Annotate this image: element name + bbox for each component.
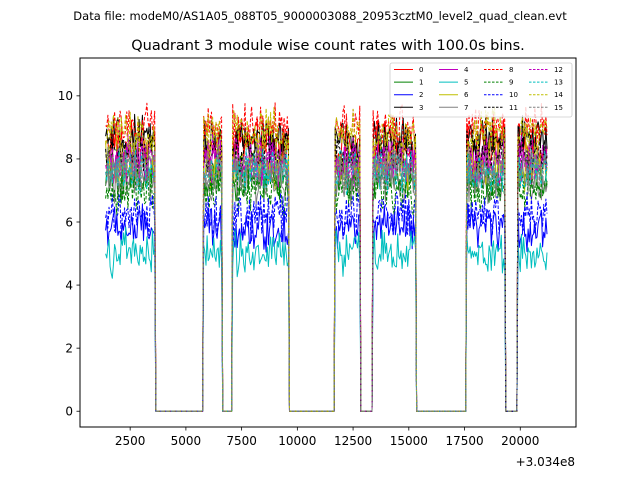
legend-box <box>389 62 573 118</box>
y-tick-label: 6 <box>65 215 73 229</box>
series-line-5 <box>105 226 548 412</box>
ticks-layer: 2500 5000 7500 10000 12500 15000 17500 20000 0 2 4… <box>58 89 540 448</box>
legend-label-13: 13 <box>554 79 563 87</box>
legend-label-12: 12 <box>554 66 563 74</box>
series-line-1 <box>105 151 548 412</box>
series-line-14 <box>105 107 548 412</box>
series-line-10 <box>105 191 548 412</box>
y-tick-label: 2 <box>65 341 73 355</box>
series-line-9 <box>105 165 548 412</box>
legend-label-0: 0 <box>419 66 423 74</box>
series-line-4 <box>105 136 548 412</box>
legend-label-9: 9 <box>509 79 513 87</box>
y-tick-label: 10 <box>58 89 73 103</box>
series-line-15 <box>105 143 548 412</box>
legend-label-10: 10 <box>509 91 518 99</box>
figure-suptitle: Data file: modeM0/AS1A05_088T05_90000030… <box>73 9 567 23</box>
series-line-13 <box>105 146 548 412</box>
legend-label-15: 15 <box>554 104 563 112</box>
legend-label-14: 14 <box>554 91 563 99</box>
x-tick-label: 15000 <box>390 434 428 448</box>
x-tick-label: 17500 <box>445 434 483 448</box>
legend-label-7: 7 <box>464 104 468 112</box>
series-line-8 <box>105 102 548 412</box>
legend-label-3: 3 <box>419 104 423 112</box>
legend-label-4: 4 <box>464 66 469 74</box>
legend-label-6: 6 <box>464 91 469 99</box>
chart-title: Quadrant 3 module wise count rates with … <box>131 38 525 54</box>
series-line-7 <box>105 154 548 412</box>
x-tick-label: 20000 <box>501 434 539 448</box>
x-tick-label: 12500 <box>334 434 372 448</box>
y-tick-label: 4 <box>65 278 73 292</box>
x-tick-label: 2500 <box>115 434 146 448</box>
legend-label-8: 8 <box>509 66 513 74</box>
x-tick-label: 5000 <box>171 434 202 448</box>
y-tick-label: 0 <box>65 405 73 419</box>
legend-label-5: 5 <box>464 79 468 87</box>
x-offset-label: +3.034e8 <box>516 455 575 469</box>
x-tick-label: 7500 <box>226 434 257 448</box>
x-tick-label: 10000 <box>278 434 316 448</box>
legend-label-2: 2 <box>419 91 423 99</box>
series-layer <box>105 102 548 412</box>
legend-label-1: 1 <box>419 79 423 87</box>
y-tick-label: 8 <box>65 152 73 166</box>
plot-area <box>79 57 577 428</box>
series-line-2 <box>105 203 548 412</box>
legend-label-11: 11 <box>509 104 518 112</box>
